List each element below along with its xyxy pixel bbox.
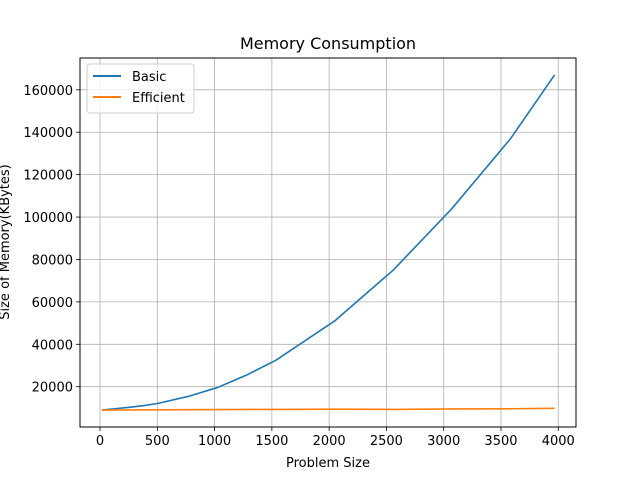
series-lines	[101, 74, 556, 411]
legend: Basic Efficient	[86, 63, 195, 114]
legend-label-efficient: Efficient	[132, 91, 185, 106]
y-tick-label: 140000	[23, 126, 73, 141]
x-tick-label: 2000	[313, 434, 346, 449]
x-tick-label: 1500	[255, 434, 288, 449]
y-tick-label: 80000	[32, 253, 73, 268]
y-tick-label: 120000	[23, 169, 73, 184]
chart-title: Memory Consumption	[240, 34, 416, 53]
y-axis-label: Size of Memory(KBytes)	[0, 164, 13, 320]
plot-frame	[79, 57, 577, 428]
x-tick-label: 3500	[484, 434, 517, 449]
series-line-basic	[101, 74, 556, 411]
x-tick-label: 2500	[370, 434, 403, 449]
x-tick-label: 4000	[542, 434, 575, 449]
axis-ticks: 0 500 1000 1500 2000 2500 3000 3500 4000 20000 400…	[23, 84, 574, 449]
y-tick-label: 20000	[32, 381, 73, 396]
x-tick-label: 0	[96, 434, 104, 449]
y-tick-label: 160000	[23, 84, 73, 99]
x-tick-label: 1000	[198, 434, 231, 449]
x-axis-label: Problem Size	[286, 456, 370, 471]
grid-lines	[80, 58, 576, 427]
y-tick-label: 40000	[32, 338, 73, 353]
x-tick-label: 500	[145, 434, 170, 449]
x-tick-label: 3000	[427, 434, 460, 449]
y-tick-label: 100000	[23, 211, 73, 226]
legend-label-basic: Basic	[132, 70, 166, 85]
series-line-efficient	[101, 407, 555, 411]
y-tick-label: 60000	[32, 296, 73, 311]
